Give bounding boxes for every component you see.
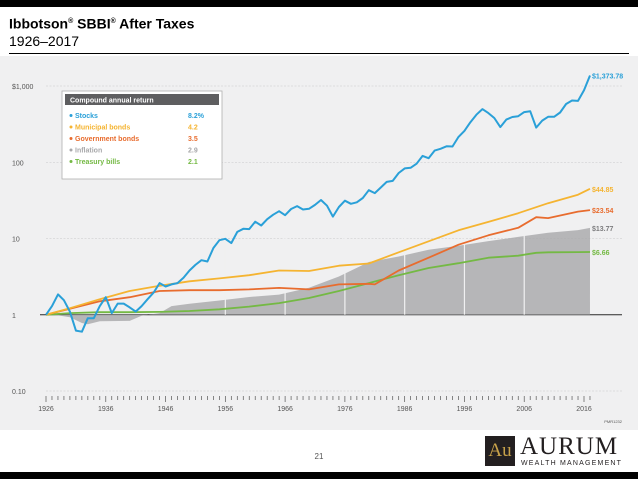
logo-tagline: WEALTH MANAGEMENT — [521, 460, 623, 467]
end-label: $6.66 — [592, 250, 610, 257]
x-tick-label: 2006 — [516, 406, 532, 413]
x-tick-label: 1996 — [457, 406, 473, 413]
x-tick-marks — [45, 396, 591, 402]
x-tick-label: 1976 — [337, 406, 353, 413]
top-bar — [0, 0, 638, 7]
y-tick-label: 0.10 — [12, 389, 26, 396]
end-label: $44.85 — [592, 187, 614, 194]
bottom-bar — [0, 472, 638, 479]
series-municipal-bonds-line — [45, 187, 591, 316]
title-rule — [9, 53, 629, 54]
slide-title: Ibbotson® SBBI® After Taxes — [9, 13, 194, 33]
legend-marker — [69, 125, 73, 129]
legend-entry-value: 3.5 — [188, 136, 198, 143]
legend-entry-label: Municipal bonds — [75, 125, 130, 132]
legend-marker — [69, 148, 73, 152]
growth-chart: $1,000 100 10 1 0.10 1926 1936 1946 1956 1966 1976… — [12, 73, 623, 424]
y-tick-label: 10 — [12, 237, 20, 244]
series-inflation-area — [46, 227, 590, 325]
legend-marker — [69, 137, 73, 140]
x-tick-label: 1966 — [277, 406, 293, 413]
series-stocks-line — [45, 75, 591, 333]
end-label: $13.77 — [592, 226, 614, 233]
y-tick-label: $1,000 — [12, 84, 34, 91]
legend-title: Compound annual return — [70, 98, 154, 105]
registered-mark-2: ® — [110, 18, 116, 25]
legend-entry-value: 2.1 — [188, 159, 198, 166]
legend-entry-label: Treasury bills — [75, 159, 120, 166]
x-tick-label: 1956 — [218, 406, 234, 413]
registered-mark-1: ® — [68, 18, 74, 25]
legend-entry-value: 8.2% — [188, 113, 205, 120]
title-part-3: After Taxes — [115, 15, 195, 32]
x-tick-label: 2016 — [576, 406, 592, 413]
x-tick-label: 1986 — [397, 406, 413, 413]
logo-name: AURUM — [520, 433, 619, 460]
end-label: $1,373.78 — [592, 73, 623, 80]
x-tick-label: 1946 — [158, 406, 174, 413]
legend-marker — [69, 160, 73, 163]
series-government-bonds-line — [45, 209, 591, 316]
title-part-2: SBBI — [73, 15, 111, 32]
slide-subtitle: 1926–2017 — [9, 32, 80, 49]
legend-marker — [69, 114, 73, 117]
legend-entry-value: 4.2 — [188, 125, 198, 132]
legend-header — [65, 94, 219, 105]
title-part-1: Ibbotson — [9, 15, 69, 32]
x-tick-label: 1936 — [98, 406, 114, 413]
source-note: PMR1232 — [604, 419, 623, 424]
legend-box — [61, 90, 223, 180]
end-label: $23.54 — [592, 208, 614, 215]
legend-entry-label: Government bonds — [75, 136, 139, 143]
x-tick-label: 1926 — [38, 406, 54, 413]
title-block: Ibbotson® SBBI® After Taxes 1926–2017 — [9, 13, 194, 50]
series-treasury-bills-line — [45, 251, 591, 316]
legend-entry-label: Inflation — [75, 148, 102, 155]
page-number: 21 — [314, 452, 324, 461]
y-tick-label: 100 — [12, 160, 24, 167]
legend-entry-value: 2.9 — [188, 148, 198, 155]
y-tick-label: 1 — [12, 313, 16, 320]
logo-mark: Au — [485, 436, 515, 466]
legend-entry-label: Stocks — [75, 113, 98, 120]
